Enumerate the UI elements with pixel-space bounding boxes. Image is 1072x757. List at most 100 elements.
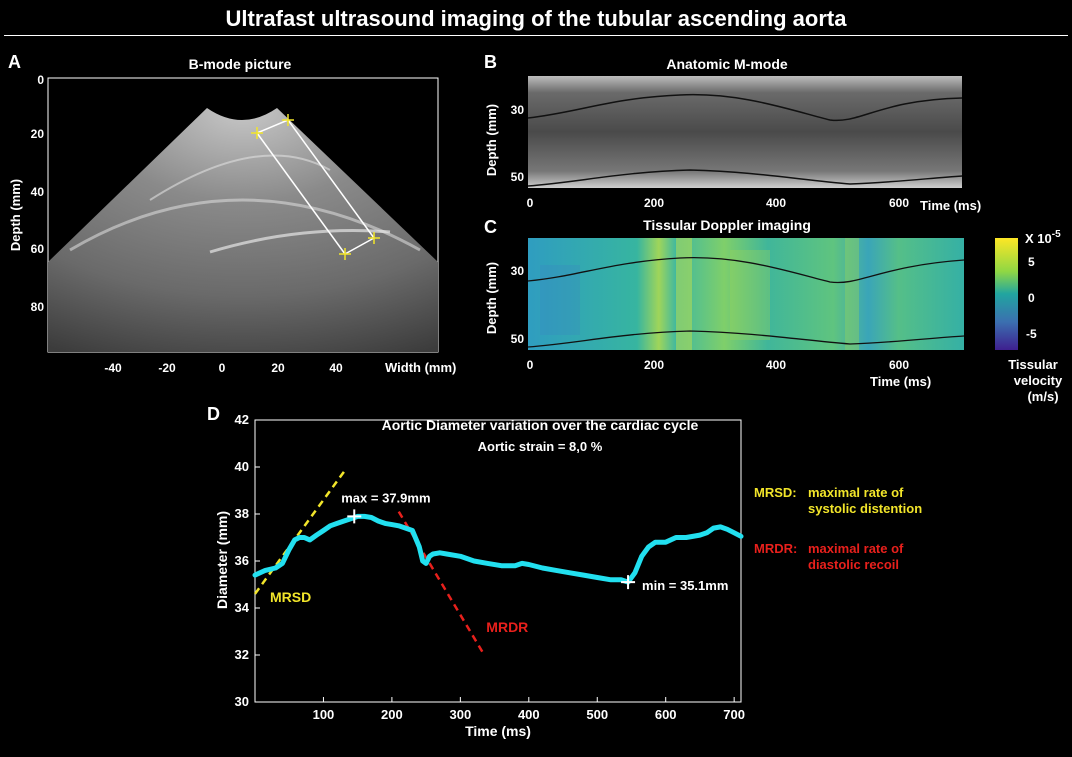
panel-a-ytick: 0 xyxy=(37,73,44,87)
mmode-lower-wall-trace xyxy=(527,169,963,187)
panel-a-xlabel: Width (mm) xyxy=(385,360,456,375)
panel-d-ylabel: Diameter (mm) xyxy=(214,511,230,609)
panel-b-ytick: 30 xyxy=(511,103,525,117)
svg-text:(m/s): (m/s) xyxy=(1027,389,1058,404)
colorbar-tick: 0 xyxy=(1028,291,1035,305)
caliper-markers xyxy=(251,114,380,260)
max-annotation: max = 37.9mm xyxy=(341,490,430,505)
panel-a-xtick: 20 xyxy=(271,361,285,375)
x-tick-label: 600 xyxy=(655,707,677,722)
panel-d-letter: D xyxy=(207,404,220,424)
panel-c-xtick: 0 xyxy=(527,358,534,372)
y-tick-label: 34 xyxy=(235,600,250,615)
colorbar-ticks: 5 0 -5 xyxy=(1026,255,1037,341)
doppler-image xyxy=(528,238,964,350)
y-tick-label: 30 xyxy=(235,694,249,709)
caliper-line-left xyxy=(256,132,346,255)
bmode-wall-echo-upper xyxy=(69,198,421,252)
legend-mrdr-line2: diastolic recoil xyxy=(808,557,899,572)
caliper-line-right xyxy=(287,119,375,239)
legend-mrdr-line1: maximal rate of xyxy=(808,541,904,556)
y-tick-label: 36 xyxy=(235,553,249,568)
doppler-band xyxy=(845,238,859,350)
doppler-systolic-band xyxy=(676,238,692,350)
colorbar-tick: -5 xyxy=(1026,327,1037,341)
caliper-line-top xyxy=(256,119,289,134)
diameter-curve xyxy=(252,513,744,585)
title-divider xyxy=(4,35,1068,36)
panel-b-xtick: 0 xyxy=(527,196,534,210)
panel-c-yticks: 30 50 xyxy=(511,264,525,346)
x-tick-label: 500 xyxy=(586,707,608,722)
panel-a-ytick: 80 xyxy=(31,300,45,314)
panel-c: C Tissular Doppler imaging Depth (mm) 30… xyxy=(484,217,1063,404)
max-marker xyxy=(347,509,362,524)
panel-a-xticks: -40 -20 0 20 40 xyxy=(104,361,343,375)
panel-b-xtick: 600 xyxy=(889,196,909,210)
panel-d-xlabel: Time (ms) xyxy=(465,723,531,739)
legend-mrdr-key: MRDR: xyxy=(754,541,797,556)
panel-c-ylabel: Depth (mm) xyxy=(484,262,499,334)
panel-d-legend: MRSD: maximal rate of systolic distentio… xyxy=(754,485,922,572)
panel-c-title: Tissular Doppler imaging xyxy=(643,217,811,233)
panel-b-ytick: 50 xyxy=(511,170,525,184)
panel-d-title: Aortic Diameter variation over the cardi… xyxy=(382,417,699,433)
panel-c-xtick: 200 xyxy=(644,358,664,372)
mmode-upper-wall-trace xyxy=(527,93,963,122)
panel-b-letter: B xyxy=(484,52,497,72)
svg-text:velocity: velocity xyxy=(1014,373,1063,388)
x-tick-label: 300 xyxy=(450,707,472,722)
caliper-line-bottom xyxy=(344,237,375,255)
panel-a-ytick: 20 xyxy=(31,127,45,141)
panel-b-title: Anatomic M-mode xyxy=(666,56,788,72)
colorbar xyxy=(995,238,1018,350)
panel-d-subtitle: Aortic strain = 8,0 % xyxy=(478,439,603,454)
mrdr-annotation: MRDR xyxy=(486,619,528,635)
panel-a-ytick: 40 xyxy=(31,185,45,199)
panel-b-xticks: 0 200 400 600 xyxy=(527,196,910,210)
panel-a-ylabel: Depth (mm) xyxy=(8,179,23,251)
panel-a-title: B-mode picture xyxy=(189,56,292,72)
panel-b-ylabel: Depth (mm) xyxy=(484,104,499,176)
diameter-plot: 30 32 34 36 38 40 42 100 200 300 400 500 600 700 max =… xyxy=(235,412,745,722)
panel-b-yticks: 30 50 xyxy=(511,103,525,184)
panel-a-xtick: -20 xyxy=(158,361,176,375)
figure-title: Ultrafast ultrasound imaging of the tubu… xyxy=(225,6,847,31)
x-tick-label: 400 xyxy=(518,707,540,722)
panel-a-yticks: 0 20 40 60 80 xyxy=(31,73,45,314)
panel-b-xtick: 200 xyxy=(644,196,664,210)
panel-b-xlabel: Time (ms) xyxy=(920,198,981,213)
x-tick-label: 200 xyxy=(381,707,403,722)
panel-a-xtick: -40 xyxy=(104,361,122,375)
min-marker xyxy=(621,575,636,590)
panel-b-xtick: 400 xyxy=(766,196,786,210)
doppler-upper-wall-trace xyxy=(527,257,965,284)
panel-c-ytick: 30 xyxy=(511,264,525,278)
panel-a: A B-mode picture Depth (mm) 0 20 40 60 8… xyxy=(8,52,456,375)
panel-d: D Aortic Diameter variation over the car… xyxy=(207,404,922,739)
panel-a-ytick: 60 xyxy=(31,242,45,256)
legend-mrsd-line2: systolic distention xyxy=(808,501,922,516)
legend-mrsd-key: MRSD: xyxy=(754,485,797,500)
panel-c-xlabel: Time (ms) xyxy=(870,374,931,389)
colorbar-scale: X 10-5 xyxy=(1025,229,1061,246)
y-tick-label: 42 xyxy=(235,412,249,427)
x-tick-label: 100 xyxy=(313,707,335,722)
doppler-band xyxy=(730,250,770,340)
panel-a-xtick: 0 xyxy=(219,361,226,375)
panel-c-letter: C xyxy=(484,217,497,237)
min-annotation: min = 35.1mm xyxy=(642,578,728,593)
panel-b: B Anatomic M-mode Depth (mm) 30 50 0 200… xyxy=(484,52,981,213)
panel-a-xtick: 40 xyxy=(329,361,343,375)
plot-frame xyxy=(254,419,742,703)
doppler-band xyxy=(540,265,580,335)
y-tick-label: 40 xyxy=(235,459,249,474)
doppler-lower-wall-trace xyxy=(527,330,965,348)
mrsd-tangent-line xyxy=(253,470,345,595)
legend-mrsd-line1: maximal rate of xyxy=(808,485,904,500)
bmode-fan xyxy=(48,108,438,352)
panel-c-ytick: 50 xyxy=(511,332,525,346)
x-tick-label: 700 xyxy=(723,707,745,722)
bmode-wall-echo-mid xyxy=(149,154,331,201)
